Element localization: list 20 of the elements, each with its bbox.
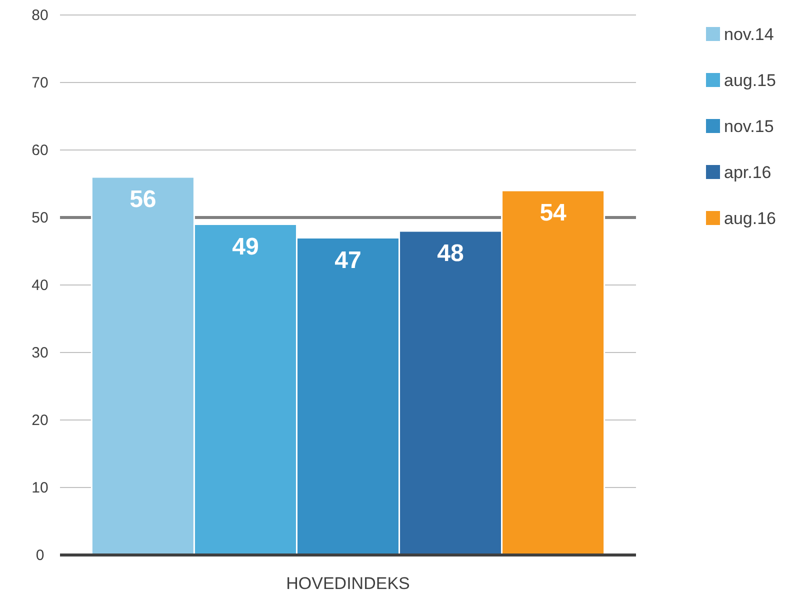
legend-label: nov.15 bbox=[724, 117, 774, 136]
y-tick-label: 40 bbox=[32, 277, 48, 294]
y-tick-label: 10 bbox=[32, 480, 48, 496]
y-tick-label: 80 bbox=[32, 7, 48, 24]
legend-label: aug.16 bbox=[724, 209, 776, 228]
y-tick-label: 50 bbox=[32, 210, 48, 226]
legend-label: apr.16 bbox=[724, 163, 772, 182]
legend-label: nov.14 bbox=[724, 25, 774, 44]
data-label: 47 bbox=[334, 246, 362, 274]
data-label: 49 bbox=[232, 233, 259, 260]
y-tick-label: 30 bbox=[32, 344, 48, 362]
y-tick-label: 70 bbox=[32, 74, 48, 92]
data-label: 54 bbox=[540, 200, 568, 226]
data-label: 48 bbox=[437, 240, 464, 267]
y-tick-label: 20 bbox=[32, 412, 48, 429]
data-label: 56 bbox=[130, 186, 156, 213]
y-tick-label: 60 bbox=[32, 142, 48, 159]
y-tick-label: 0 bbox=[36, 547, 44, 564]
legend-label: aug.15 bbox=[724, 71, 776, 90]
x-tick-label: HOVEDINDEKS bbox=[286, 574, 410, 593]
